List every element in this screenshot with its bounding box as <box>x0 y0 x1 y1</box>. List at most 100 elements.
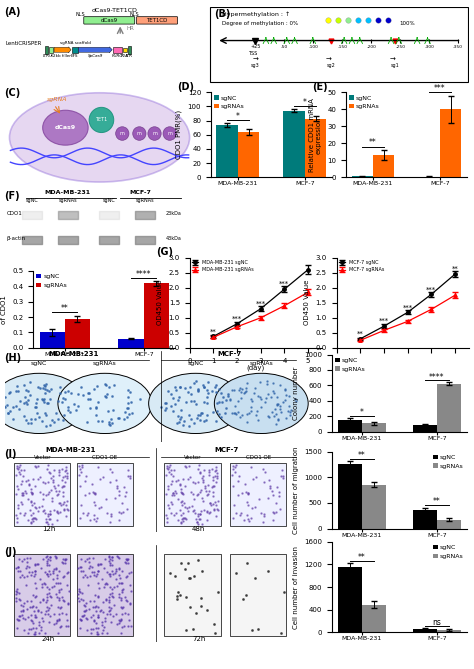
Text: TET1: TET1 <box>95 118 108 122</box>
Bar <box>362 485 386 529</box>
Text: sgNC: sgNC <box>103 198 116 203</box>
Legend: sgNC, sgRNAs: sgNC, sgRNAs <box>214 96 245 109</box>
Legend: sgNC, sgRNAs: sgNC, sgRNAs <box>335 358 365 371</box>
Bar <box>437 384 461 432</box>
Circle shape <box>0 373 86 434</box>
Text: sgRNAs: sgRNAs <box>93 361 117 366</box>
Text: 24h: 24h <box>42 636 55 642</box>
Bar <box>144 283 169 348</box>
Text: -300: -300 <box>424 45 434 50</box>
Text: **: ** <box>433 497 441 506</box>
Text: (J): (J) <box>4 547 17 557</box>
Bar <box>49 47 53 53</box>
Text: P2A: P2A <box>121 54 129 58</box>
Text: ***: *** <box>434 84 446 93</box>
Text: ***: *** <box>402 304 413 310</box>
Text: **: ** <box>452 266 458 272</box>
Text: (A): (A) <box>4 7 21 17</box>
Bar <box>217 125 238 177</box>
Text: ***: *** <box>255 301 266 306</box>
Text: LTR: LTR <box>126 54 133 58</box>
Bar <box>40 332 65 348</box>
Legend: sgNC, sgRNAs: sgNC, sgRNAs <box>433 455 464 468</box>
Text: →: → <box>326 56 331 62</box>
Text: sgRNAs: sgRNAs <box>249 361 273 366</box>
Text: *: * <box>360 408 364 417</box>
Text: HR: HR <box>126 26 134 31</box>
Text: LTR: LTR <box>43 54 50 58</box>
Bar <box>437 630 461 632</box>
Circle shape <box>149 373 243 434</box>
Text: CDO1 OE: CDO1 OE <box>246 455 271 460</box>
Ellipse shape <box>43 110 88 145</box>
Text: -150: -150 <box>337 45 347 50</box>
Text: LentiCRISPER: LentiCRISPER <box>6 41 42 46</box>
Bar <box>164 463 220 526</box>
Text: sgRNAs: sgRNAs <box>136 198 155 203</box>
Y-axis label: OD450 Value: OD450 Value <box>157 280 163 325</box>
Text: (G): (G) <box>156 247 173 257</box>
Bar <box>238 132 259 177</box>
X-axis label: (day): (day) <box>247 365 265 371</box>
Text: (I): (I) <box>4 449 17 459</box>
Text: m: m <box>152 131 157 136</box>
Bar <box>413 510 437 529</box>
Bar <box>77 463 133 526</box>
Legend: MDA-MB-231 sgNC, MDA-MB-231 sgRNAs: MDA-MB-231 sgNC, MDA-MB-231 sgRNAs <box>192 260 254 272</box>
Text: MDA-MB-231: MDA-MB-231 <box>48 351 99 357</box>
Bar <box>164 554 220 636</box>
Text: dCas9: dCas9 <box>100 18 118 23</box>
Circle shape <box>148 126 161 140</box>
Bar <box>338 567 362 632</box>
Circle shape <box>58 373 152 434</box>
Text: MCF-7: MCF-7 <box>129 189 151 195</box>
Text: m: m <box>120 131 125 136</box>
Text: Vector: Vector <box>34 455 51 460</box>
X-axis label: (day): (day) <box>394 365 412 371</box>
Bar <box>72 47 78 53</box>
Text: (D): (D) <box>177 82 194 92</box>
Bar <box>45 45 48 54</box>
Text: -200: -200 <box>366 45 376 50</box>
Text: sg2: sg2 <box>327 64 336 68</box>
Text: Vector: Vector <box>184 455 201 460</box>
Bar <box>362 605 386 632</box>
Bar <box>77 554 133 636</box>
Text: *: * <box>236 112 240 121</box>
Text: TET1CD: TET1CD <box>146 18 168 23</box>
Text: EFS: EFS <box>71 54 79 58</box>
Text: -100: -100 <box>309 45 319 50</box>
Text: **: ** <box>369 138 377 147</box>
Text: TSS: TSS <box>248 51 257 56</box>
Text: m: m <box>137 131 142 136</box>
Text: ns: ns <box>432 618 441 627</box>
Text: NLS: NLS <box>75 12 85 17</box>
Text: PURO: PURO <box>112 54 123 58</box>
Text: (H): (H) <box>4 353 21 363</box>
Text: CDO1 OE: CDO1 OE <box>92 455 118 460</box>
Bar <box>118 339 144 348</box>
Y-axis label: Cell number of migration: Cell number of migration <box>292 446 299 534</box>
Circle shape <box>133 126 146 140</box>
FancyArrow shape <box>78 47 112 53</box>
Bar <box>65 318 90 348</box>
Text: -350: -350 <box>453 45 463 50</box>
Text: ***: *** <box>379 318 389 324</box>
Text: **: ** <box>358 451 366 460</box>
Text: sgRNA scaffold: sgRNA scaffold <box>60 41 91 45</box>
FancyBboxPatch shape <box>84 17 135 24</box>
Y-axis label: Relative CDO1 mRNA
expression: Relative CDO1 mRNA expression <box>309 98 322 172</box>
Y-axis label: Cell number of invasion: Cell number of invasion <box>292 545 299 629</box>
Bar <box>437 520 461 529</box>
Bar <box>113 47 122 53</box>
Bar <box>283 111 305 177</box>
Text: **: ** <box>210 328 217 334</box>
Bar <box>373 155 394 177</box>
Text: SpCas9: SpCas9 <box>88 54 103 58</box>
Bar <box>440 109 461 177</box>
Circle shape <box>214 373 308 434</box>
Legend: MCF-7 sgNC, MCF-7 sgRNAs: MCF-7 sgNC, MCF-7 sgRNAs <box>339 260 384 272</box>
Text: (F): (F) <box>4 191 20 201</box>
Text: *: * <box>303 98 307 108</box>
Text: →: → <box>253 56 258 62</box>
